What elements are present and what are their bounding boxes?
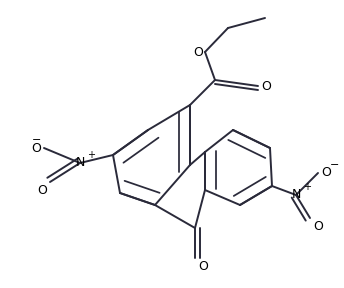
- Text: +: +: [87, 150, 95, 160]
- Text: O: O: [193, 46, 203, 58]
- Text: O: O: [37, 184, 47, 197]
- Text: O: O: [321, 166, 331, 179]
- Text: N: N: [291, 189, 301, 202]
- Text: −: −: [330, 160, 340, 170]
- Text: −: −: [32, 135, 41, 145]
- Text: O: O: [31, 141, 41, 154]
- Text: N: N: [75, 156, 85, 170]
- Text: O: O: [313, 220, 323, 233]
- Text: O: O: [198, 260, 208, 273]
- Text: +: +: [303, 182, 311, 192]
- Text: O: O: [261, 79, 271, 92]
